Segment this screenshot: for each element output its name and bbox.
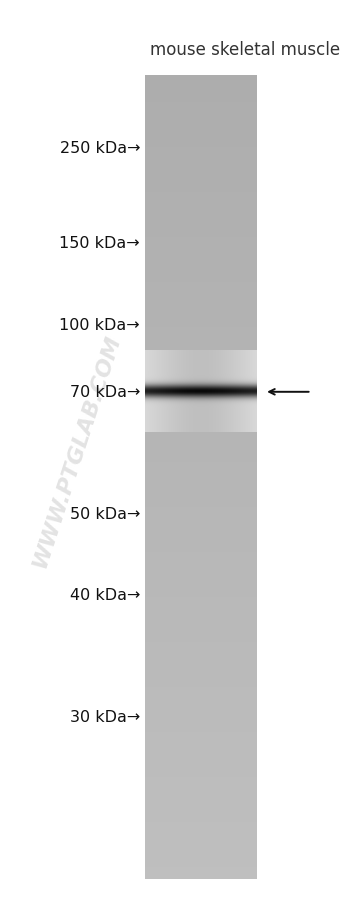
Text: 150 kDa→: 150 kDa→ [60, 236, 140, 251]
Text: 250 kDa→: 250 kDa→ [60, 142, 140, 156]
Text: 70 kDa→: 70 kDa→ [70, 385, 140, 400]
Text: 50 kDa→: 50 kDa→ [70, 507, 140, 521]
Text: mouse skeletal muscle: mouse skeletal muscle [150, 41, 340, 59]
Text: 100 kDa→: 100 kDa→ [60, 318, 140, 332]
Text: 30 kDa→: 30 kDa→ [70, 710, 140, 724]
Text: WWW.PTGLAB.COM: WWW.PTGLAB.COM [30, 332, 124, 570]
Text: 40 kDa→: 40 kDa→ [70, 588, 140, 603]
